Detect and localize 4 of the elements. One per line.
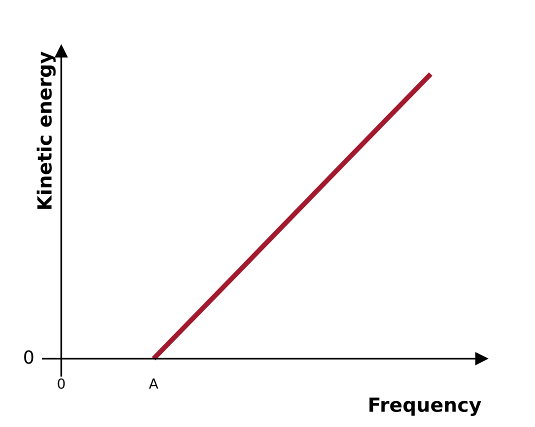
y-axis-title: Kinetic energy [36, 52, 56, 209]
x-tick-label: A [148, 378, 158, 389]
x-axis-title: Frequency [369, 398, 482, 416]
text: 0 [24, 350, 34, 364]
